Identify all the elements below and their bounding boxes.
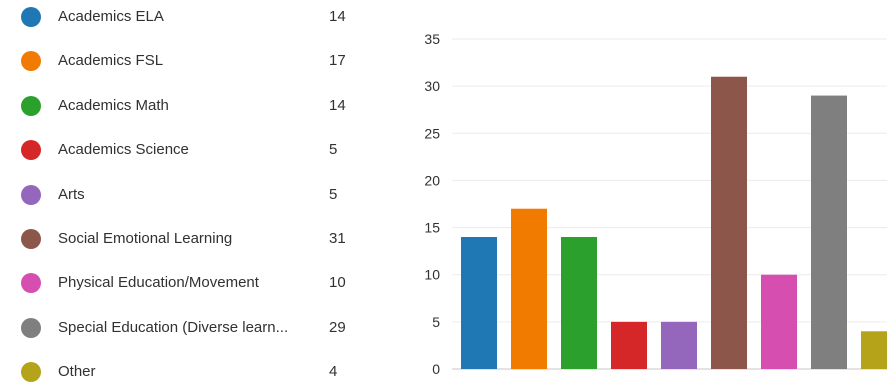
legend-label: Other <box>58 363 96 381</box>
y-tick-label: 5 <box>432 314 440 330</box>
legend-count: 14 <box>329 8 346 25</box>
bar[interactable] <box>711 76 747 369</box>
legend-item[interactable]: Academics Science 5 <box>0 139 370 163</box>
legend-count: 14 <box>329 96 346 114</box>
legend-swatch <box>21 7 41 27</box>
legend-item[interactable]: Social Emotional Learning 31 <box>0 228 370 252</box>
legend-item[interactable]: Arts 5 <box>0 184 370 208</box>
legend-label: Academics Science <box>58 141 189 159</box>
legend-label: Academics ELA <box>58 8 164 25</box>
bar[interactable] <box>861 331 887 369</box>
legend-label: Arts <box>58 185 85 203</box>
legend-swatch <box>21 229 41 249</box>
legend-count: 29 <box>329 318 346 336</box>
y-tick-label: 25 <box>424 125 440 141</box>
legend-swatch <box>21 317 41 338</box>
legend-label: Physical Education/Movement <box>58 274 259 292</box>
legend-swatch <box>21 95 41 116</box>
legend-swatch <box>21 362 41 383</box>
y-tick-label: 0 <box>432 361 440 377</box>
bar[interactable] <box>761 274 797 369</box>
legend-swatch <box>21 51 41 72</box>
legend-item[interactable]: Physical Education/Movement 10 <box>0 272 370 296</box>
legend-item[interactable]: Academics Math 14 <box>0 95 370 119</box>
y-tick-label: 35 <box>424 31 440 47</box>
legend-count: 4 <box>329 363 338 381</box>
bar[interactable] <box>611 321 647 369</box>
y-axis: 0 5 10 15 20 25 30 35 <box>424 31 440 377</box>
legend-count: 5 <box>329 185 338 203</box>
legend-count: 5 <box>329 141 338 159</box>
legend-item[interactable]: Other 4 <box>0 361 370 385</box>
bars <box>461 76 887 370</box>
legend-label: Academics Math <box>58 96 169 114</box>
legend-count: 31 <box>329 230 346 247</box>
legend-count: 10 <box>329 274 346 292</box>
legend-swatch <box>21 184 41 205</box>
legend-count: 17 <box>329 52 346 70</box>
bar[interactable] <box>511 208 547 369</box>
legend-item[interactable]: Academics FSL 17 <box>0 50 370 74</box>
legend-swatch <box>21 273 41 294</box>
legend-item[interactable]: Academics ELA 14 <box>0 6 370 30</box>
y-tick-label: 10 <box>424 267 440 283</box>
legend-label: Special Education (Diverse learn... <box>58 318 289 336</box>
bar-chart: 0 5 10 15 20 25 30 35 <box>424 31 887 377</box>
bar[interactable] <box>461 237 497 369</box>
legend-label: Academics FSL <box>58 52 164 70</box>
legend-item[interactable]: Special Education (Diverse learn... 29 <box>0 317 370 341</box>
y-tick-label: 30 <box>424 78 440 94</box>
legend-label: Social Emotional Learning <box>58 230 233 247</box>
bar[interactable] <box>561 237 597 369</box>
y-tick-label: 20 <box>424 172 440 188</box>
y-tick-label: 15 <box>424 220 440 236</box>
bar[interactable] <box>661 321 697 369</box>
bar[interactable] <box>811 95 847 370</box>
legend-swatch <box>21 140 41 161</box>
